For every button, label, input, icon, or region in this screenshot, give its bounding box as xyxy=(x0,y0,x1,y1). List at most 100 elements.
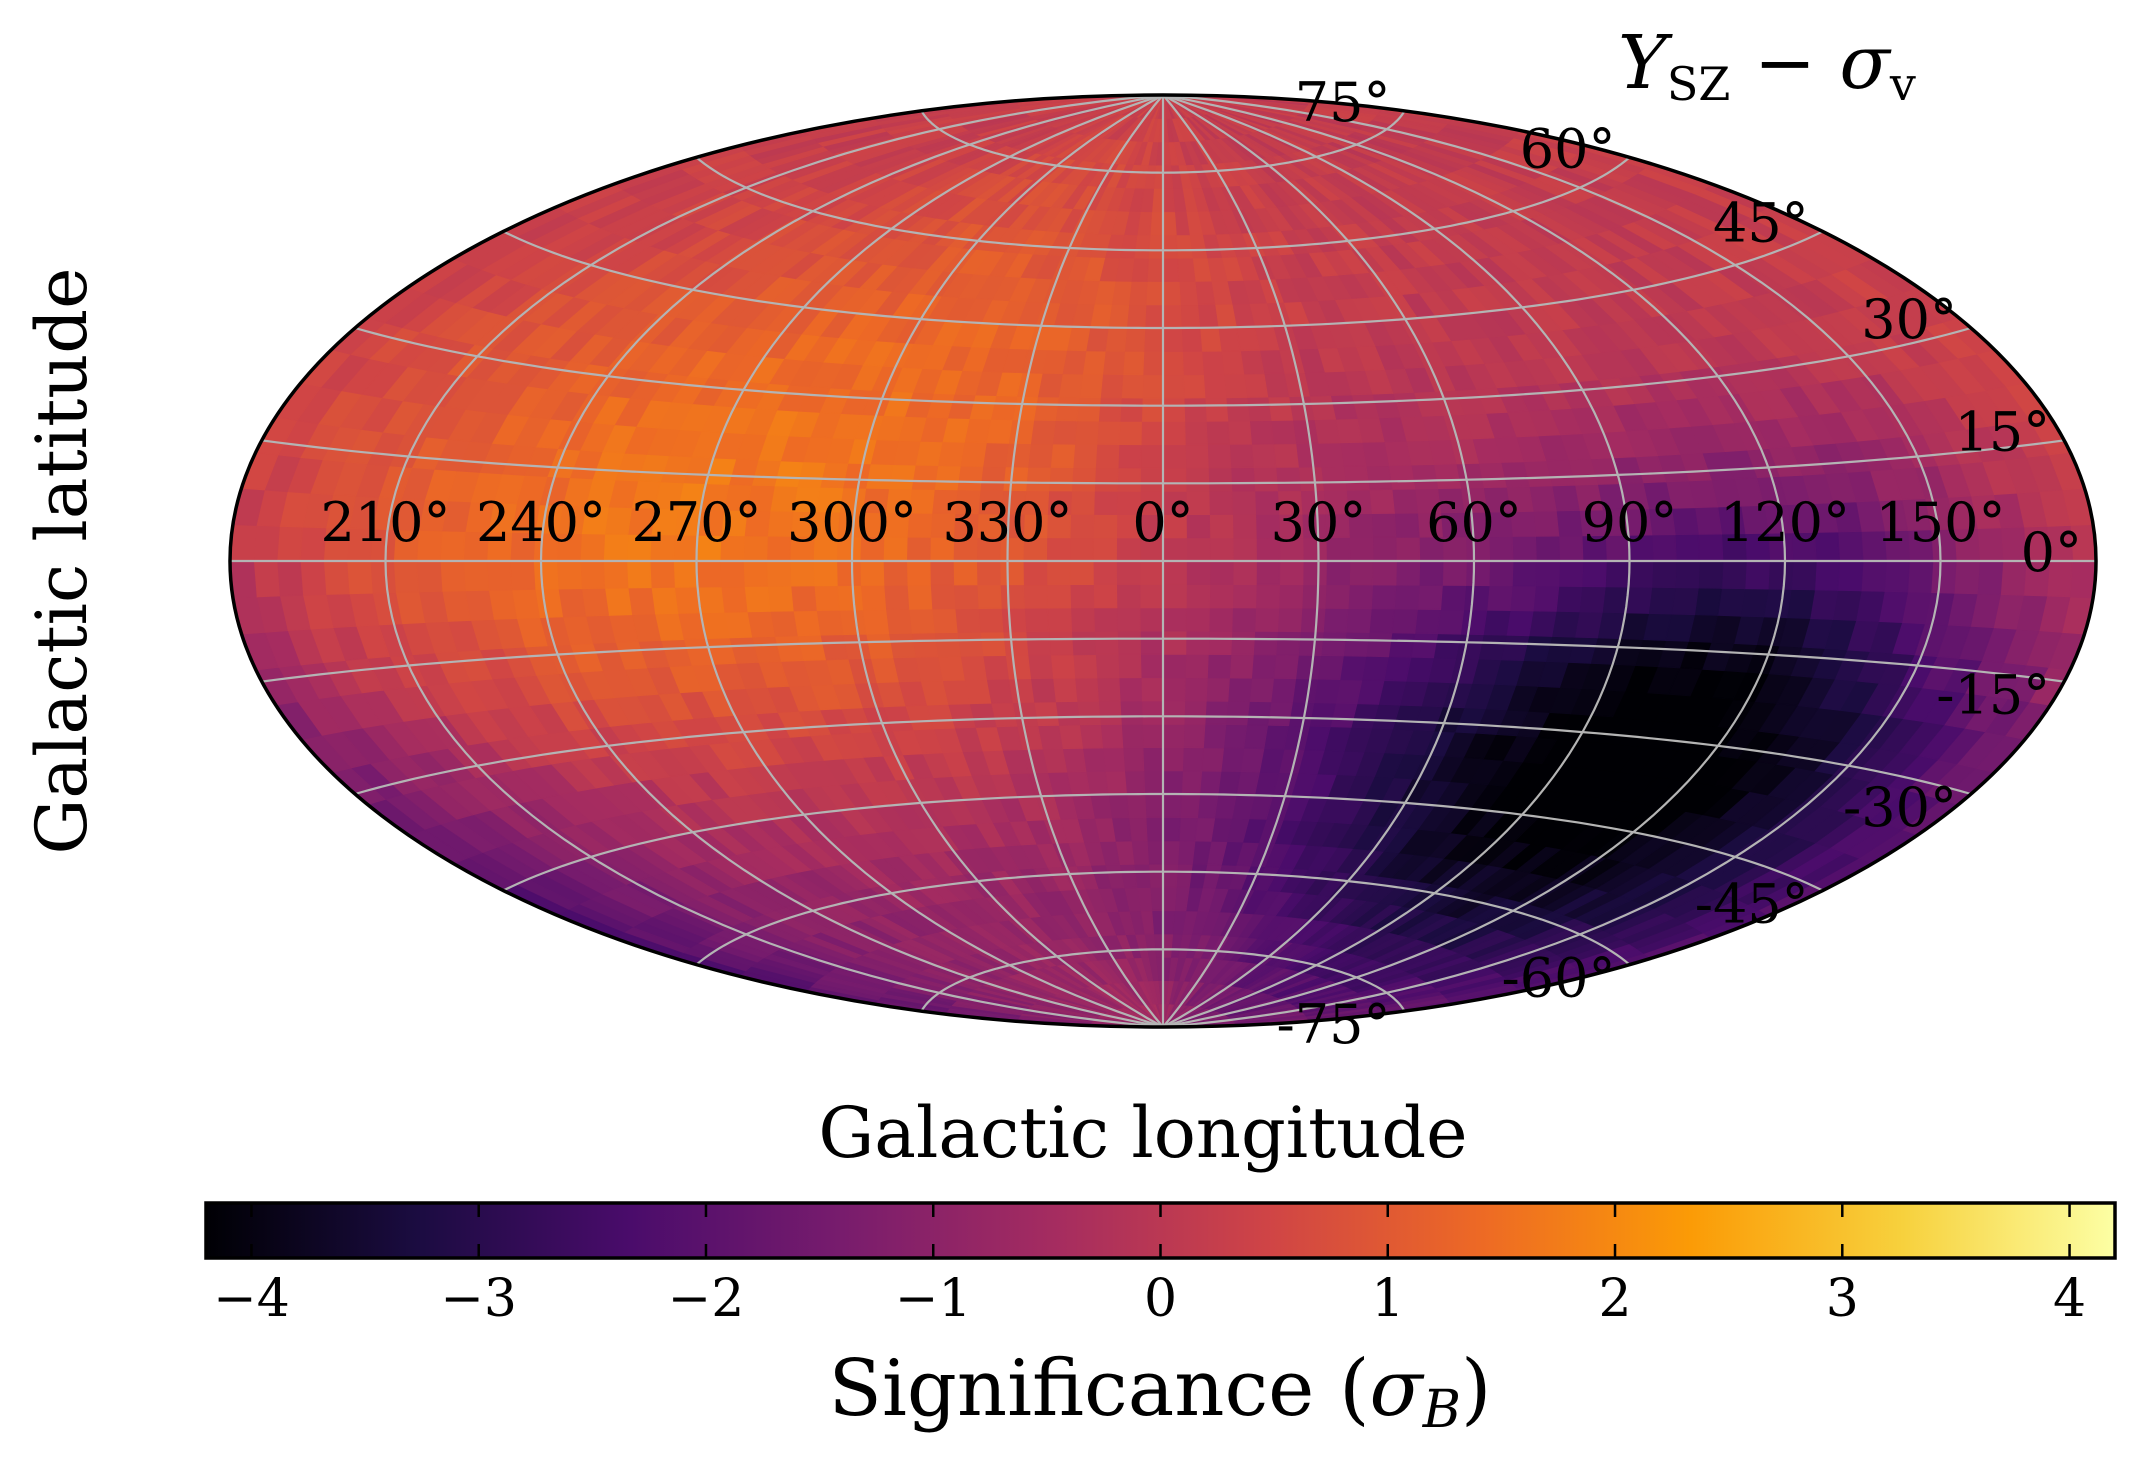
map-cell xyxy=(485,560,513,591)
map-cell xyxy=(1162,839,1180,865)
map-cell xyxy=(1511,560,1537,587)
map-cell xyxy=(415,560,443,593)
map-cell xyxy=(1173,886,1190,912)
map-cell xyxy=(1022,583,1048,609)
map-cell xyxy=(1180,770,1203,795)
map-cell xyxy=(230,523,257,562)
map-cell xyxy=(696,585,725,614)
map-cell xyxy=(1208,606,1234,632)
map-cell xyxy=(1230,630,1256,656)
map-cell xyxy=(1078,373,1104,399)
map-cell xyxy=(1194,816,1216,842)
map-cell xyxy=(1532,585,1560,612)
map-cell xyxy=(1076,396,1101,422)
map-cell xyxy=(1184,630,1210,655)
map-cell xyxy=(1459,609,1488,636)
map-cell xyxy=(1313,678,1341,704)
map-cell xyxy=(1227,677,1253,702)
map-cell xyxy=(1462,584,1490,611)
colorbar-tick-label: 0 xyxy=(1144,1269,1177,1329)
map-cell xyxy=(766,585,794,612)
map-cell xyxy=(1162,374,1185,399)
map-cell xyxy=(1069,513,1095,539)
map-cell xyxy=(1179,793,1201,819)
map-cell xyxy=(276,560,304,597)
map-cell xyxy=(1555,585,1583,613)
map-cell xyxy=(907,608,935,634)
map-cell xyxy=(1162,700,1186,725)
map-cell xyxy=(1322,607,1349,633)
map-cell xyxy=(1207,630,1233,656)
map-cell xyxy=(627,586,656,616)
map-cell xyxy=(1127,280,1148,306)
map-cell xyxy=(1860,560,1887,592)
map-cell xyxy=(1002,630,1029,657)
map-cell xyxy=(952,584,979,610)
longitude-tick-label: 210° xyxy=(320,491,450,554)
map-cell xyxy=(1162,210,1177,236)
map-cell xyxy=(1046,607,1073,632)
map-cell xyxy=(1180,327,1203,352)
map-cell xyxy=(883,584,910,611)
map-cell xyxy=(1196,793,1219,819)
map-cell xyxy=(1073,677,1099,702)
map-cell xyxy=(1534,560,1561,587)
map-cell xyxy=(931,607,958,634)
map-cell xyxy=(1162,816,1181,842)
map-cell xyxy=(1047,630,1074,656)
map-cell xyxy=(1232,536,1257,562)
map-cell xyxy=(836,584,864,611)
map-cell xyxy=(1294,442,1322,468)
map-cell xyxy=(1275,466,1301,492)
map-cell xyxy=(1558,534,1584,562)
map-cell xyxy=(1183,420,1208,446)
map-cell xyxy=(649,560,675,589)
map-cell xyxy=(1027,442,1054,468)
map-cell xyxy=(1094,443,1120,469)
map-cell xyxy=(1147,234,1164,259)
map-cell xyxy=(1069,583,1095,609)
map-cell xyxy=(602,533,629,562)
map-cell xyxy=(1029,677,1056,703)
map-cell xyxy=(1175,863,1193,889)
map-cell xyxy=(1231,583,1257,609)
map-cell xyxy=(1207,466,1233,492)
map-cell xyxy=(1140,397,1164,422)
map-cell xyxy=(1117,443,1142,469)
map-cell xyxy=(1078,723,1104,749)
map-cell xyxy=(1162,746,1184,772)
map-cell xyxy=(1096,420,1121,446)
map-cell xyxy=(1200,350,1225,376)
map-cell xyxy=(1670,586,1699,616)
latitude-tick-label: 60° xyxy=(1520,117,1616,180)
map-cell xyxy=(1116,606,1141,632)
map-cell xyxy=(1120,723,1144,749)
y-axis-label: Galactic latitude xyxy=(21,267,103,854)
title-y-subscript: SZ xyxy=(1667,57,1730,111)
map-cell xyxy=(1139,467,1164,492)
map-cell xyxy=(1162,909,1176,935)
map-cell xyxy=(1317,441,1344,468)
map-cell xyxy=(1176,257,1196,282)
map-cell xyxy=(1145,280,1164,306)
map-cell xyxy=(1246,700,1272,726)
map-cell xyxy=(1222,723,1248,749)
map-cell xyxy=(1391,488,1419,514)
map-cell xyxy=(369,560,396,594)
map-cell xyxy=(1217,770,1241,796)
map-cell xyxy=(672,560,699,588)
longitude-tick-labels: 150° 120° 90° 60° 30° 0° 330° 300° 270° 240° 210° xyxy=(320,491,2005,554)
map-cell xyxy=(789,560,815,587)
map-cell xyxy=(1368,488,1395,515)
map-cell xyxy=(720,585,748,613)
map-cell xyxy=(1228,653,1254,679)
map-cell xyxy=(1581,560,1607,588)
map-cell xyxy=(1393,512,1420,538)
map-cell xyxy=(1365,631,1393,658)
map-cell xyxy=(1023,607,1050,633)
colorbar-label-text: Significance ( xyxy=(829,1344,1370,1434)
map-cell xyxy=(1486,584,1513,612)
map-cell xyxy=(1119,397,1143,422)
map-cell xyxy=(1291,418,1319,445)
map-cell xyxy=(1097,396,1122,422)
